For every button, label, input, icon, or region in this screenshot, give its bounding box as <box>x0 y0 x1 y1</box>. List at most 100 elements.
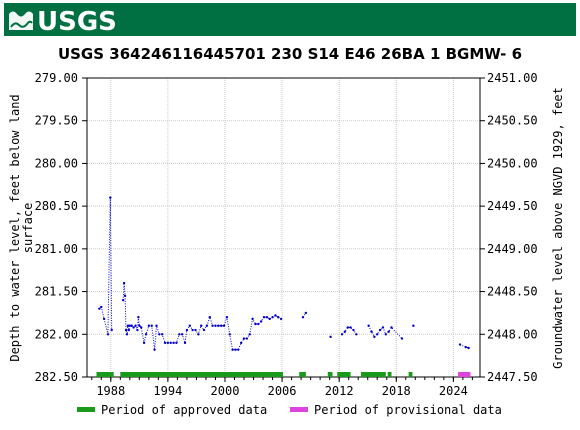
data-point <box>271 316 274 319</box>
x-tick-label: 1994 <box>153 384 182 398</box>
legend-approved-label: Period of approved data <box>101 403 267 417</box>
data-point <box>130 324 133 327</box>
data-point <box>121 298 125 302</box>
data-point <box>343 330 347 333</box>
data-point <box>172 341 175 345</box>
data-point <box>166 341 170 345</box>
y-left-tick-label: 279.00 <box>35 71 78 85</box>
data-point <box>211 324 214 327</box>
y-left-tick-label: 281.50 <box>35 285 78 299</box>
data-point <box>124 328 128 332</box>
y-left-tick-label: 279.50 <box>35 114 78 128</box>
data-point <box>214 324 217 327</box>
data-point <box>109 196 112 199</box>
data-point <box>128 324 132 327</box>
approved-period-bar <box>361 372 386 377</box>
data-point <box>352 328 355 332</box>
data-point <box>467 346 470 350</box>
data-point <box>265 316 269 319</box>
data-point <box>205 324 209 327</box>
data-point <box>346 326 349 329</box>
legend-approved-swatch <box>77 407 95 412</box>
data-point <box>191 328 194 332</box>
data-point <box>150 324 153 327</box>
data-point <box>355 333 358 336</box>
legend-provisional-swatch <box>290 407 308 412</box>
data-point <box>132 326 135 329</box>
data-point <box>225 316 229 319</box>
provisional-period-bar <box>458 372 471 377</box>
y-left-tick-label: 280.00 <box>35 156 78 170</box>
y-right-tick-label: 2450.50 <box>487 114 538 128</box>
y-right-tick-label: 2449.50 <box>487 199 538 213</box>
data-point <box>197 333 200 336</box>
x-tick-labels: 1988 1994 2000 2006 2012 2018 2024 <box>96 384 467 398</box>
data-point <box>412 324 415 327</box>
data-point <box>257 322 260 326</box>
data-point <box>277 316 280 319</box>
y-left-tick-label: 280.50 <box>35 199 78 213</box>
data-point <box>390 326 393 329</box>
approved-period-bar <box>387 372 392 377</box>
data-point <box>378 328 382 332</box>
data-point <box>158 333 161 336</box>
legend: Period of approved data Period of provis… <box>77 403 502 417</box>
y-right-tick-label: 2451.00 <box>487 71 538 85</box>
data-point <box>110 328 113 332</box>
y-right-tick-labels: 2451.00 2450.50 2450.00 2449.50 2449.00 2448.… <box>487 71 538 384</box>
data-point <box>180 333 184 336</box>
data-point <box>194 328 197 332</box>
y-right-axis-title: Groundwater level above NGVD 1929, feet <box>551 87 565 369</box>
approved-period-bar <box>96 372 114 377</box>
y-left-axis-title-line1: Depth to water level, feet below land <box>8 94 22 361</box>
data-point <box>279 317 283 321</box>
data-point <box>349 326 352 329</box>
y-right-tick-label: 2448.50 <box>487 285 538 299</box>
data-point <box>137 316 140 319</box>
data-point <box>178 333 181 336</box>
data-point <box>134 324 137 327</box>
data-point <box>153 348 156 351</box>
chart-title: USGS 364246116445701 230 S14 E46 26BA 1 … <box>58 45 522 63</box>
data-point <box>155 324 158 327</box>
data-point <box>175 341 178 345</box>
approved-period-bar <box>327 372 333 377</box>
data-point <box>384 333 387 336</box>
data-point <box>160 333 164 336</box>
approved-period-bar <box>120 372 284 377</box>
data-point <box>138 324 141 327</box>
y-left-axis-title-line2: surface <box>21 203 35 254</box>
y-left-tick-label: 282.50 <box>35 370 78 384</box>
data-point <box>245 337 249 340</box>
data-point <box>367 324 370 327</box>
x-tick-label: 2006 <box>268 384 297 398</box>
x-tick-label: 1988 <box>96 384 125 398</box>
data-point <box>188 324 191 327</box>
data-point <box>239 341 243 345</box>
x-tick-label: 2018 <box>382 384 411 398</box>
data-point <box>304 311 308 315</box>
data-point <box>370 330 373 333</box>
data-point <box>222 324 226 327</box>
x-tick-label: 2024 <box>439 384 468 398</box>
data-point <box>387 330 390 333</box>
data-point <box>102 317 106 321</box>
data-point <box>381 326 385 329</box>
y-right-tick-label: 2447.50 <box>487 370 538 384</box>
legend-provisional-label: Period of provisional data <box>314 403 502 417</box>
y-right-tick-label: 2449.00 <box>487 242 538 256</box>
y-left-tick-labels: 279.00 279.50 280.00 280.50 281.00 281.50 282.… <box>35 71 78 384</box>
y-right-tick-label: 2450.00 <box>487 156 538 170</box>
data-point <box>208 316 211 319</box>
data-point <box>140 326 143 329</box>
x-tick-label: 2012 <box>325 384 354 398</box>
approval-bars <box>96 372 471 377</box>
header-bar <box>4 3 576 36</box>
data-point <box>144 333 148 336</box>
data-point <box>234 348 237 351</box>
data-point <box>199 324 203 327</box>
plot-frame <box>86 77 481 378</box>
data-point <box>142 341 146 345</box>
approved-period-bar <box>337 372 351 377</box>
